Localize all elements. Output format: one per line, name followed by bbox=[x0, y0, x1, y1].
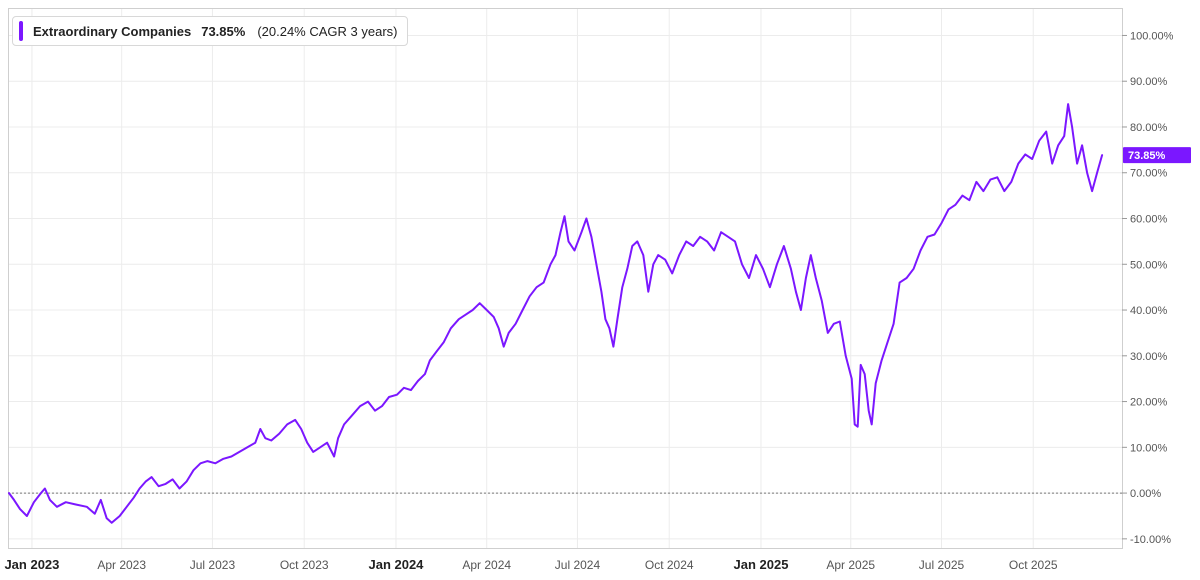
plot-frame bbox=[8, 8, 1123, 549]
y-tick-label: 30.00% bbox=[1130, 351, 1168, 363]
y-tick-label: 60.00% bbox=[1130, 214, 1168, 226]
last-value-text: 73.85% bbox=[1128, 150, 1166, 162]
x-tick-label: Oct 2024 bbox=[645, 558, 694, 572]
legend-series-name: Extraordinary Companies bbox=[33, 23, 192, 39]
y-tick-label: 80.00% bbox=[1130, 122, 1168, 134]
y-tick-label: 90.00% bbox=[1130, 76, 1168, 88]
x-tick-label: Oct 2025 bbox=[1009, 558, 1058, 572]
legend-series-value: 73.85% bbox=[201, 23, 246, 39]
y-tick-label: 10.00% bbox=[1130, 442, 1168, 454]
y-tick-label: 40.00% bbox=[1130, 305, 1168, 317]
x-tick-label: Apr 2024 bbox=[462, 558, 511, 572]
y-tick-label: 100.00% bbox=[1130, 30, 1174, 42]
x-tick-label: Jan 2025 bbox=[734, 557, 789, 572]
x-tick-label: Oct 2023 bbox=[280, 558, 329, 572]
grid-lines bbox=[8, 8, 1122, 548]
y-tick-label: -10.00% bbox=[1130, 534, 1171, 546]
x-tick-label: Apr 2023 bbox=[97, 558, 146, 572]
last-value-badge bbox=[1123, 147, 1191, 164]
y-tick-label: 70.00% bbox=[1130, 168, 1168, 180]
x-tick-label: Jul 2024 bbox=[555, 558, 601, 572]
x-axis: Jan 2023 Apr 2023 Jul 2023 Oct 2023 Jan 2024… bbox=[4, 557, 1057, 572]
y-tick-label: 20.00% bbox=[1130, 397, 1168, 409]
legend-cagr: (20.24% CAGR 3 years) bbox=[257, 23, 398, 39]
x-tick-label: Jul 2023 bbox=[190, 558, 236, 572]
x-tick-label: Jan 2024 bbox=[368, 557, 424, 572]
y-tick-label: 50.00% bbox=[1130, 259, 1168, 271]
x-tick-label: Jan 2023 bbox=[4, 557, 59, 572]
series-line-extraordinary-companies[interactable] bbox=[8, 103, 1104, 524]
last-value-label: 73.85% bbox=[1123, 147, 1191, 164]
y-tick-label: 0.00% bbox=[1130, 488, 1161, 500]
chart-legend[interactable]: Extraordinary Companies 73.85% (20.24% C… bbox=[12, 16, 409, 46]
y-axis: 100.00% 90.00% 80.00% 70.00% 60.00% 50.00% 40.… bbox=[1122, 30, 1174, 546]
x-tick-label: Apr 2025 bbox=[826, 558, 875, 572]
x-tick-label: Jul 2025 bbox=[919, 558, 965, 572]
legend-swatch bbox=[19, 21, 23, 41]
